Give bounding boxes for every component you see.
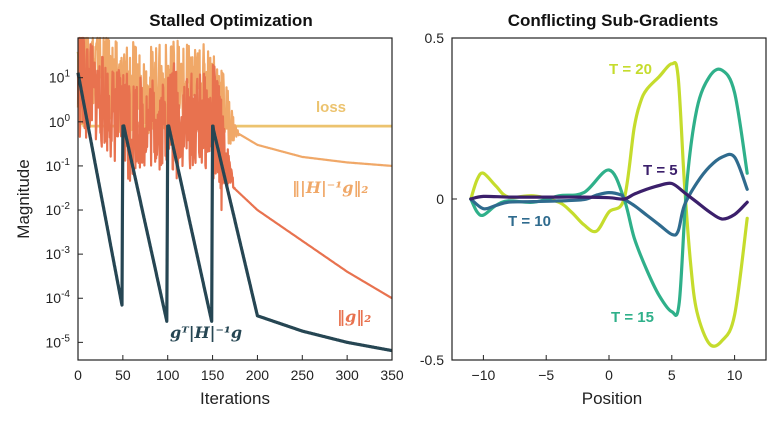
right-x-tick-label: −10 [472,367,496,383]
right-x-tick-label: −5 [538,367,554,383]
right-x-tick-label: 5 [668,367,676,383]
left-x-tick-label: 0 [74,367,82,383]
right-ticks: −10 −5 0 5 10 0.5 0 -0.5 [420,30,743,383]
right-series-t5 [469,181,749,221]
right-y-tick-label: 0.5 [425,30,445,46]
right-series-t20 [469,61,749,348]
left-series-lines [76,36,394,353]
left-plot-frame [77,37,393,361]
right-x-tick-label: 0 [605,367,613,383]
left-y-tick-label: 10-5 [46,333,71,350]
right-panel-title: Conflicting Sub-Gradients [508,11,719,30]
label-t10: T = 10 [508,213,551,230]
left-x-tick-label: 100 [156,367,180,383]
right-series-lines [469,61,749,348]
label-loss: loss [316,99,346,116]
label-hinv-grad-norm: ‖|H|⁻¹g‖₂ [292,178,368,197]
left-y-tick-label: 10-3 [46,245,71,262]
right-x-tick-label: 10 [727,367,743,383]
right-y-tick-label: 0 [436,191,444,207]
left-panel-title: Stalled Optimization [149,11,312,30]
left-y-tick-label: 10-4 [46,289,71,306]
left-y-tick-label: 101 [49,69,71,86]
left-x-tick-label: 150 [201,367,225,383]
left-series-gt_hinv_g [76,72,394,353]
label-t20: T = 20 [609,61,652,78]
label-grad-norm: ‖g‖₂ [337,307,371,326]
left-ticks: 0 50 100 150 200 250 300 350 101 100 10-1 10-2 10-3 1… [46,69,404,383]
left-x-tick-label: 50 [115,367,131,383]
right-x-axis-label: Position [582,389,642,408]
panel-stalled-optimization: Stalled Optimization 0 50 100 150 200 250 300 3… [14,11,404,408]
left-x-tick-label: 300 [335,367,359,383]
label-t5: T = 5 [643,162,678,179]
label-t15: T = 15 [611,309,654,326]
left-x-tick-label: 350 [380,367,404,383]
left-x-axis-label: Iterations [200,389,270,408]
right-series-t10 [469,152,749,237]
left-y-tick-label: 10-2 [46,201,71,218]
left-y-axis-label: Magnitude [14,159,33,238]
panel-conflicting-subgradients: Conflicting Sub-Gradients −10 −5 0 5 10 0.5 0 -… [420,11,767,408]
left-y-tick-label: 10-1 [46,157,71,174]
left-x-tick-label: 200 [246,367,270,383]
label-gt-hinv-g: gᵀ|H|⁻¹g [170,323,242,342]
left-x-tick-label: 250 [291,367,315,383]
left-y-tick-label: 100 [49,113,71,130]
right-y-tick-label: -0.5 [420,352,444,368]
